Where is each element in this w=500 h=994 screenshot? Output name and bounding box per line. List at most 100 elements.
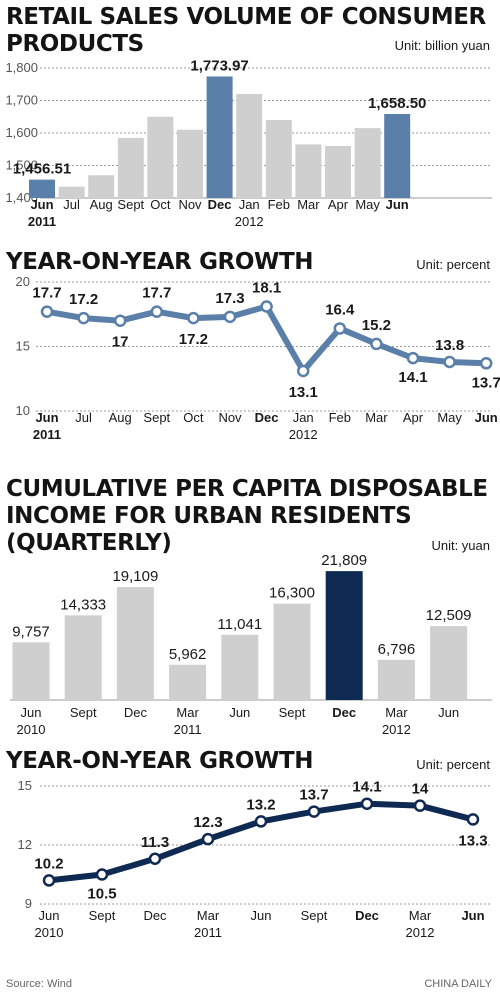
data-label: 17.2 xyxy=(179,331,208,348)
x-tick-year: 2012 xyxy=(235,214,264,229)
x-tick-label: May xyxy=(355,197,380,212)
chart1-title: RETAIL SALES VOLUME OF CONSUMER PRODUCTS xyxy=(6,4,486,57)
data-label: 13.2 xyxy=(246,796,275,813)
data-label: 13.7 xyxy=(299,787,328,804)
data-point xyxy=(307,805,321,818)
credit: CHINA DAILY xyxy=(424,978,492,990)
bar xyxy=(273,603,311,700)
chart2-unit: Unit: percent xyxy=(416,257,490,272)
x-tick-label: Dec xyxy=(255,410,279,425)
data-point xyxy=(40,305,54,318)
bar xyxy=(29,179,55,198)
x-tick-label: Jan xyxy=(239,197,260,212)
x-tick-year: 2011 xyxy=(28,214,56,229)
x-tick-year: 2012 xyxy=(406,925,435,940)
bar xyxy=(58,186,85,198)
data-label: 6,796 xyxy=(378,641,416,658)
data-point xyxy=(187,311,200,325)
data-point xyxy=(333,322,347,335)
data-point xyxy=(296,364,310,378)
chart2-title: YEAR-ON-YEAR GROWTH xyxy=(6,249,314,275)
data-label: 17.7 xyxy=(32,285,61,302)
chart4-unit: Unit: percent xyxy=(416,757,490,772)
data-point xyxy=(201,832,215,846)
chart3-unit: Unit: yuan xyxy=(431,538,490,553)
chart3-title: CUMULATIVE PER CAPITA DISPOSABLE INCOME … xyxy=(6,476,488,556)
x-tick-label: Oct xyxy=(183,410,204,425)
data-point xyxy=(223,310,237,324)
x-tick-label: Sept xyxy=(70,705,97,720)
x-tick-label: Jul xyxy=(75,410,92,425)
bar xyxy=(169,664,207,700)
x-tick-year: 2011 xyxy=(194,925,222,940)
data-point xyxy=(443,355,456,369)
data-label: 13.8 xyxy=(435,337,464,354)
y-tick-label: 1,800 xyxy=(5,60,38,75)
x-tick-label: Dec xyxy=(355,908,379,923)
data-label: 13.3 xyxy=(458,832,487,849)
x-tick-label: Feb xyxy=(268,197,290,212)
data-point xyxy=(360,797,374,810)
bar xyxy=(64,615,102,700)
x-tick-label: Sept xyxy=(89,908,116,923)
data-label: 14.1 xyxy=(352,779,381,796)
x-tick-label: Jun xyxy=(21,705,42,720)
x-tick-label: Jun xyxy=(229,705,250,720)
x-tick-label: Sept xyxy=(279,705,306,720)
data-label: 1,456.51 xyxy=(13,161,71,178)
data-label: 11,041 xyxy=(217,616,262,633)
x-tick-label: Jun xyxy=(30,197,53,212)
x-tick-label: Jun xyxy=(35,410,58,425)
x-tick-label: Mar xyxy=(176,705,199,720)
data-point xyxy=(466,813,480,826)
data-label: 17.3 xyxy=(215,290,244,307)
chart4-income-growth-line: 9 12 15 10.2 10.5 11.3 12.3 13.2 13.7 14.1 14 13.3 J… xyxy=(18,778,492,940)
bar xyxy=(177,129,203,198)
x-tick-label: Dec xyxy=(124,705,148,720)
data-point xyxy=(95,868,109,881)
bar xyxy=(295,144,322,198)
data-label: 21,809 xyxy=(321,552,367,569)
x-tick-label: Sept xyxy=(301,908,328,923)
bar xyxy=(265,120,292,198)
data-label: 13.1 xyxy=(289,384,318,401)
y-tick-label: 9 xyxy=(25,896,32,911)
x-tick-label: Mar xyxy=(365,410,388,425)
data-point xyxy=(413,799,427,812)
bar xyxy=(117,137,144,198)
data-label: 10.2 xyxy=(34,855,63,872)
data-label: 12.3 xyxy=(193,814,222,831)
data-label: 16,300 xyxy=(269,585,315,602)
data-point xyxy=(479,357,493,370)
x-tick-label: Aug xyxy=(90,197,113,212)
data-label: 14 xyxy=(412,781,429,798)
y-tick-label: 1,500 xyxy=(5,158,38,173)
data-label: 11.3 xyxy=(141,834,169,851)
x-tick-label: Apr xyxy=(403,410,424,425)
data-label: 5,962 xyxy=(169,646,207,663)
x-tick-label: Jun xyxy=(475,410,498,425)
x-tick-label: Jan xyxy=(293,410,314,425)
source-note: Source: Wind xyxy=(6,978,73,990)
y-tick-label: 12 xyxy=(18,837,32,852)
chart1-unit: Unit: billion yuan xyxy=(394,38,490,53)
y-tick-label: 10 xyxy=(16,403,30,418)
x-tick-year: 2012 xyxy=(289,427,318,442)
bar xyxy=(325,571,363,700)
x-tick-label: Nov xyxy=(178,197,202,212)
chart4-title: YEAR-ON-YEAR GROWTH xyxy=(6,748,314,774)
chart1-retail-sales-bar: 1,4001,5001,6001,7001,8001,456.511,773.9… xyxy=(5,57,492,229)
data-label: 17 xyxy=(112,334,129,351)
chart3-income-bar: 9,757 14,333 19,109 5,962 11,041 16,300 21,809… xyxy=(10,552,492,737)
x-tick-label: Jun xyxy=(438,705,459,720)
y-tick-label: 15 xyxy=(18,778,32,793)
y-tick-label: 20 xyxy=(16,274,30,289)
x-tick-label: Mar xyxy=(385,705,408,720)
x-tick-label: Mar xyxy=(409,908,432,923)
x-tick-year: 2011 xyxy=(33,427,61,442)
x-tick-label: Sept xyxy=(117,197,144,212)
bar xyxy=(430,626,468,700)
x-tick-label: Jun xyxy=(386,197,409,212)
data-label: 14,333 xyxy=(60,596,106,613)
